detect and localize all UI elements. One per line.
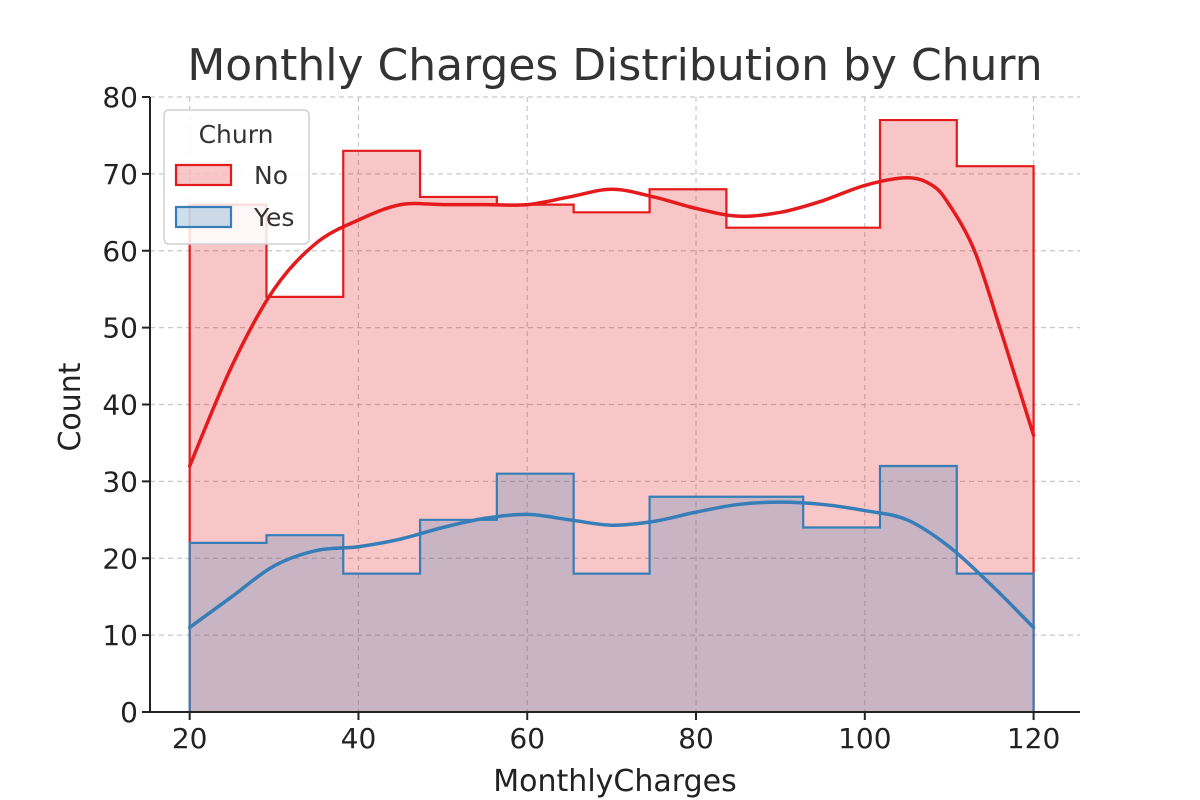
x-ticks: 20 40 60 80 100 120 [172, 712, 1060, 755]
histogram-bar-yes [420, 519, 497, 712]
histogram-bar-yes [726, 496, 804, 712]
x-tick-label: 100 [838, 722, 891, 755]
histogram-bar-no [266, 296, 344, 712]
y-tick-label: 40 [102, 389, 138, 422]
histogram-bar-no [879, 120, 957, 712]
x-tick-label: 60 [509, 722, 545, 755]
legend-swatch-no [174, 163, 233, 187]
histogram-step-yes [188, 464, 1035, 712]
histogram-bar-no [573, 212, 650, 712]
histogram-bar-yes [803, 527, 880, 712]
y-tick-label: 10 [102, 619, 138, 652]
kde-curve-yes [187, 500, 1036, 630]
y-tick-label: 20 [102, 542, 138, 575]
histogram-bar-yes [649, 496, 727, 712]
histogram-steps [188, 118, 1035, 712]
y-tick-label: 70 [102, 158, 138, 191]
y-ticks: 0 10 20 30 40 50 60 70 80 [102, 81, 150, 729]
x-tick-label: 40 [341, 722, 377, 755]
histogram-bar-no [420, 196, 497, 712]
chart-title: Monthly Charges Distribution by Churn [187, 40, 1042, 91]
legend-swatch-yes [174, 205, 233, 229]
y-tick-label: 80 [102, 81, 138, 114]
kde-curve-no [187, 175, 1036, 468]
y-axis-title: Count [53, 362, 88, 451]
histogram-bar-no [649, 189, 727, 712]
histogram-bar-no [803, 227, 880, 712]
histogram-bar-yes [956, 573, 1034, 712]
y-tick-label: 60 [102, 235, 138, 268]
legend-label-no: No [254, 161, 288, 190]
histogram-bar-yes [496, 473, 574, 712]
histogram-bar-yes [879, 466, 957, 712]
histogram-bar-no [189, 204, 267, 712]
histogram-bar-yes [343, 573, 421, 712]
histogram-bar-yes [266, 535, 344, 712]
x-tick-label: 20 [172, 722, 208, 755]
kde-curves [187, 175, 1036, 630]
y-tick-label: 30 [102, 465, 138, 498]
histogram-bar-yes [573, 573, 650, 712]
x-tick-label: 120 [1007, 722, 1060, 755]
histogram-bar-no [496, 204, 574, 712]
y-tick-label: 0 [120, 696, 138, 729]
legend: Churn No Yes [163, 109, 310, 245]
legend-title: Churn [199, 120, 274, 149]
histogram-bar-no [956, 166, 1034, 712]
histogram-bar-no [343, 150, 421, 712]
legend-frame [163, 109, 310, 245]
legend-label-yes: Yes [253, 203, 294, 232]
x-tick-label: 80 [678, 722, 714, 755]
x-axis-title: MonthlyCharges [493, 764, 736, 799]
y-tick-label: 50 [102, 312, 138, 345]
histogram-step-no [188, 118, 1035, 712]
histogram-bar-yes [189, 542, 267, 712]
histogram-bar-no [726, 227, 804, 712]
histogram-fills [189, 120, 1034, 712]
